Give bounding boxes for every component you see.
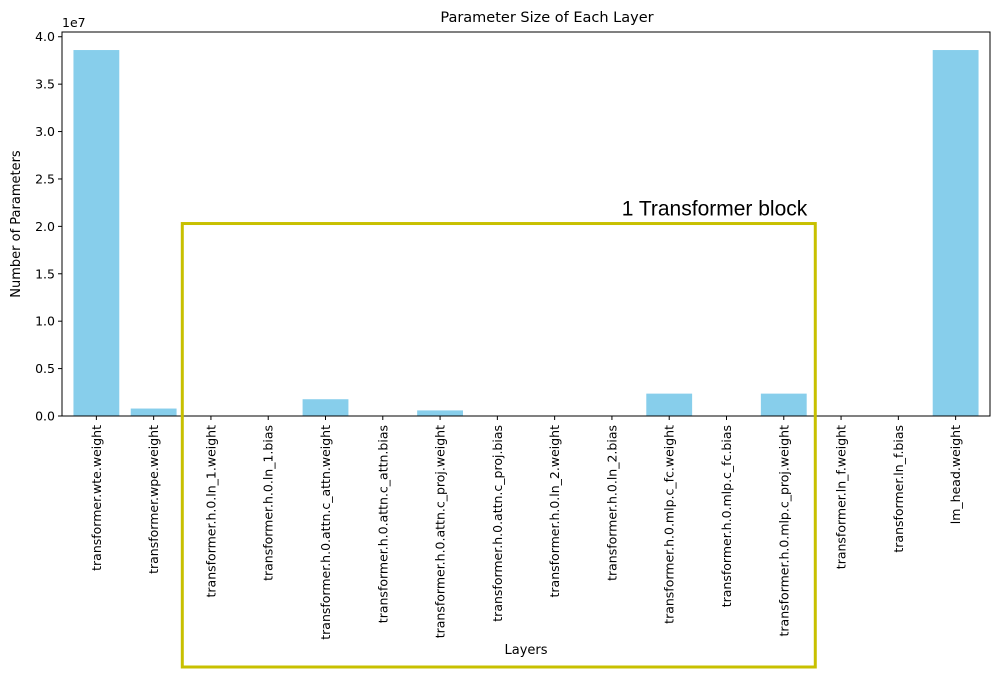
bar-4 [302,399,349,416]
transformer-block-highlight-box [180,222,817,669]
y-axis-scale-note: 1e7 [62,15,86,30]
bar-6 [417,410,463,416]
y-tick-label-3: 1.5 [35,266,55,281]
y-tick-label-1: 0.5 [35,361,55,376]
x-tick-label-8: transformer.h.0.ln_2.weight [547,425,562,598]
x-axis-ticks: transformer.wte.weight transformer.wpe.we… [89,416,963,640]
x-tick-label-4: transformer.h.0.attn.c_attn.weight [318,425,333,640]
x-tick-label-6: transformer.h.0.attn.c_proj.weight [433,425,448,638]
y-tick-label-4: 2.0 [35,219,55,234]
x-tick-label-2: transformer.h.0.ln_1.weight [203,425,218,598]
x-tick-label-13: transformer.ln_f.weight [834,425,849,569]
y-axis-ticks: 0.0 0.5 1.0 1.5 2.0 2.5 3.0 3.5 4.0 [35,29,62,424]
y-tick-label-6: 3.0 [35,124,55,139]
x-tick-label-7: transformer.h.0.attn.c_proj.bias [490,425,505,622]
y-tick-label-5: 2.5 [35,171,55,186]
y-tick-label-2: 1.0 [35,314,55,329]
x-tick-label-14: transformer.ln_f.bias [891,425,906,553]
x-tick-label-10: transformer.h.0.mlp.c_fc.weight [662,425,677,624]
x-tick-label-0: transformer.wte.weight [89,425,104,571]
bar-12 [760,393,807,416]
y-tick-label-8: 4.0 [35,29,55,44]
x-tick-label-1: transformer.wpe.weight [146,425,161,574]
bar-1 [130,408,177,416]
x-tick-label-15: lm_head.weight [948,425,963,524]
x-tick-label-12: transformer.h.0.mlp.c_proj.weight [776,425,791,637]
bar-10 [646,393,693,416]
x-axis-label: Layers [504,643,547,658]
bar-15 [932,50,979,416]
y-axis-label: Number of Parameters [9,150,24,298]
x-tick-label-11: transformer.h.0.mlp.c_fc.bias [719,425,734,607]
transformer-block-annotation: 1 Transformer block [622,198,808,221]
bar-0 [73,50,120,416]
bars-group [73,50,979,416]
x-tick-label-3: transformer.h.0.ln_1.bias [261,425,276,581]
x-tick-label-9: transformer.h.0.ln_2.bias [604,425,619,581]
plot-frame [61,31,991,417]
x-tick-label-5: transformer.h.0.attn.c_attn.bias [375,425,390,623]
chart-title: Parameter Size of Each Layer [440,10,653,26]
y-tick-label-7: 3.5 [35,77,55,92]
y-tick-label-0: 0.0 [35,409,55,424]
